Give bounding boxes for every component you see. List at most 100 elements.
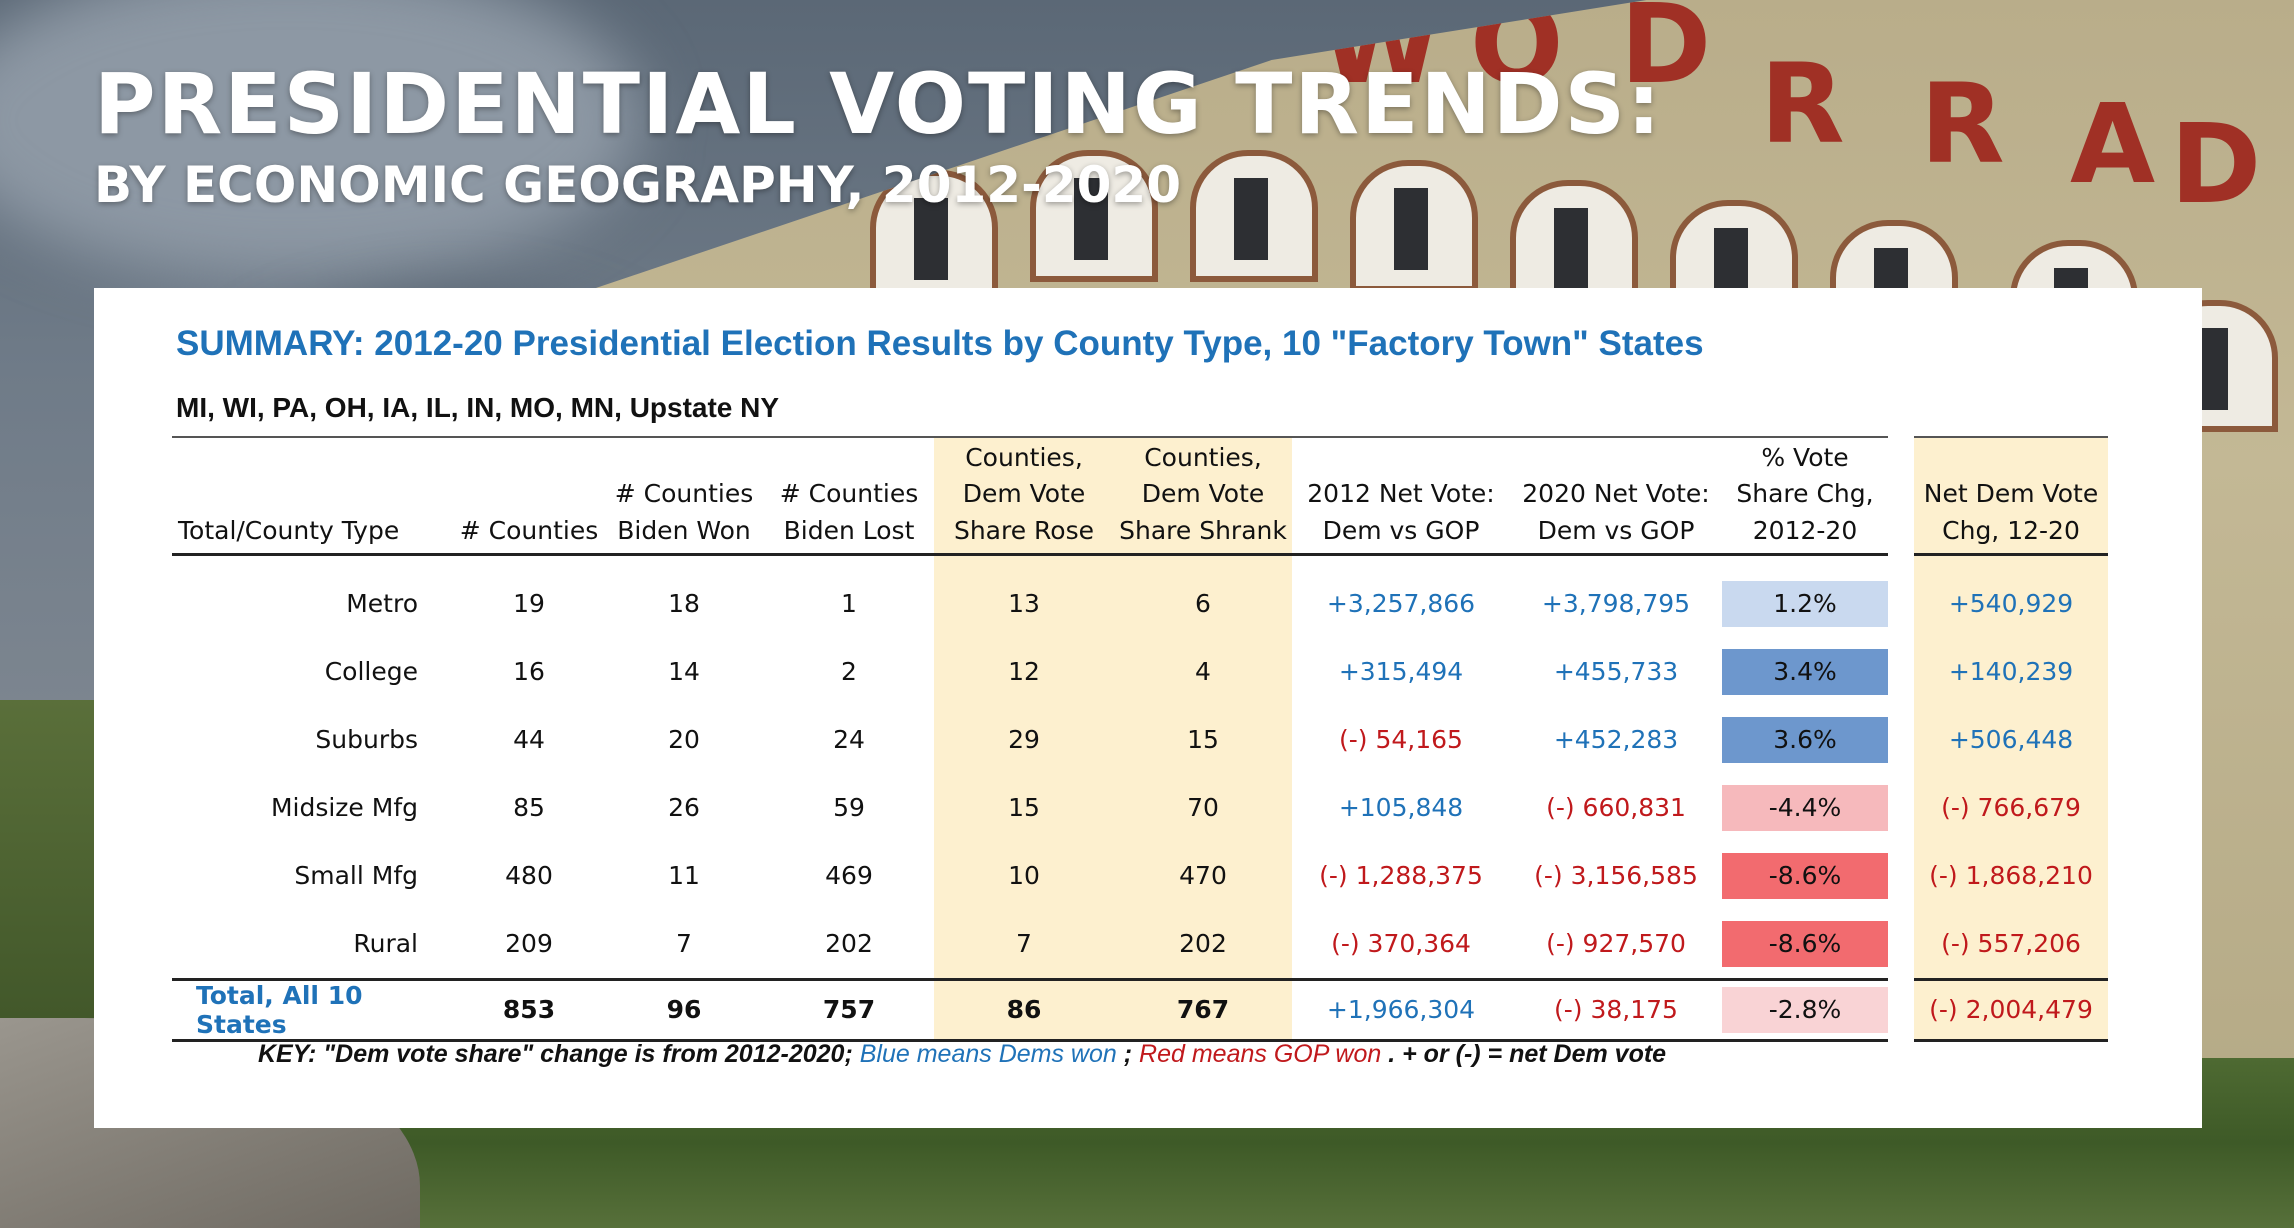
cell-net-2020: (-) 38,175 (1510, 977, 1722, 1042)
cell-counties: 480 (505, 861, 553, 891)
column-header: 2012 Net Vote: Dem vs GOP (1292, 435, 1510, 556)
spacer-cell (1888, 554, 1914, 570)
cell-biden-won: 11 (668, 861, 700, 891)
column-header: Net Dem Vote Chg, 12-20 (1914, 435, 2108, 556)
cell-net-chg: +140,239 (1914, 637, 2108, 706)
column-header: # Counties Biden Won (604, 435, 764, 556)
cell-type: Suburbs (315, 725, 418, 755)
cell-biden-lost: 469 (825, 861, 873, 891)
cell-counties: 44 (513, 725, 545, 755)
cell-type: Midsize Mfg (270, 793, 418, 823)
column-header: Counties, Dem Vote Share Shrank (1114, 435, 1292, 556)
table-row: Metro 19 18 1 13 6 +3,257,866 +3,798,795 1.2% +54… (172, 569, 2108, 638)
cell-share-shrank: 4 (1114, 637, 1292, 706)
cell-net-2012: +315,494 (1338, 657, 1464, 687)
pct-change-box: -8.6% (1722, 852, 1888, 899)
cell-type: Metro (346, 589, 418, 619)
page-subtitle: BY ECONOMIC GEOGRAPHY, 2012-2020 (94, 156, 1181, 214)
page-title: PRESIDENTIAL VOTING TRENDS: (94, 55, 1663, 153)
column-gap (1888, 637, 1914, 706)
cell-share-rose: 29 (934, 705, 1114, 774)
cell-counties: 85 (513, 793, 545, 823)
table-body: Metro 19 18 1 13 6 +3,257,866 +3,798,795 1.2% +54… (172, 554, 2108, 1042)
table-row: College 16 14 2 12 4 +315,494 +455,733 3.4% +140,… (172, 637, 2108, 706)
key-legend: KEY: "Dem vote share" change is from 201… (258, 1040, 1666, 1069)
results-table: Total/County Type # Counties # Counties … (172, 435, 2108, 1042)
key-prefix: KEY: "Dem vote share" change is from 201… (258, 1040, 860, 1068)
pct-change-box: -2.8% (1722, 986, 1888, 1033)
pct-change-cell: -8.6% (1722, 842, 1888, 910)
arched-window (1350, 160, 1478, 292)
cell-share-rose: 86 (934, 977, 1114, 1042)
arched-window (1030, 150, 1158, 282)
spacer-cell (1114, 554, 1292, 570)
pct-change-box: -8.6% (1722, 920, 1888, 967)
cell-share-shrank: 70 (1114, 773, 1292, 842)
header-row: Total/County Type # Counties # Counties … (172, 435, 2108, 556)
sign-letter: A (2070, 80, 2162, 208)
cell-net-2020: (-) 3,156,585 (1534, 861, 1698, 891)
cell-counties: 16 (513, 657, 545, 687)
table-row: Small Mfg 480 11 469 10 470 (-) 1,288,375 (-) 3… (172, 841, 2108, 910)
cell-biden-lost: 202 (825, 929, 873, 959)
cell-type: Total, All 10 States (172, 977, 454, 1042)
cell-net-2020: (-) 660,831 (1546, 793, 1686, 823)
spacer-cell (604, 554, 764, 570)
spacer-cell (172, 554, 454, 570)
spacer-row (172, 554, 2108, 570)
cell-biden-lost: 2 (841, 657, 857, 687)
cell-net-2020: +455,733 (1553, 657, 1679, 687)
sign-letter: R (1760, 40, 1851, 168)
cell-counties: 853 (454, 977, 604, 1042)
cell-net-2012: +1,966,304 (1292, 977, 1510, 1042)
cell-biden-won: 18 (668, 589, 700, 619)
column-gap (1888, 569, 1914, 638)
column-gap (1888, 705, 1914, 774)
cell-share-shrank: 15 (1114, 705, 1292, 774)
column-gap (1888, 841, 1914, 910)
spacer-cell (1914, 554, 2108, 570)
column-header: Counties, Dem Vote Share Rose (934, 435, 1114, 556)
cell-net-2012: +3,257,866 (1326, 589, 1476, 619)
cell-share-shrank: 470 (1114, 841, 1292, 910)
pct-change-box: 3.4% (1722, 648, 1888, 695)
cell-net-2012: (-) 1,288,375 (1319, 861, 1483, 891)
cell-biden-won: 20 (668, 725, 700, 755)
column-header: % Vote Share Chg, 2012-20 (1722, 435, 1888, 556)
cell-share-rose: 15 (934, 773, 1114, 842)
key-sep: ; (1123, 1040, 1140, 1068)
cell-net-chg: (-) 766,679 (1914, 773, 2108, 842)
pct-change-box: 1.2% (1722, 580, 1888, 627)
chart-title: SUMMARY: 2012-20 Presidential Election R… (176, 324, 1704, 363)
spacer-cell (764, 554, 934, 570)
cell-net-chg: (-) 557,206 (1914, 909, 2108, 980)
spacer-cell (934, 554, 1114, 570)
column-gap (1888, 979, 1914, 1041)
cell-net-2012: +105,848 (1338, 793, 1464, 823)
key-red: Red means GOP won (1139, 1040, 1382, 1068)
chart-subtitle: MI, WI, PA, OH, IA, IL, IN, MO, MN, Upst… (176, 392, 780, 423)
cell-net-2020: +452,283 (1553, 725, 1679, 755)
cell-biden-lost: 757 (764, 977, 934, 1042)
cell-share-shrank: 6 (1114, 569, 1292, 638)
cloud (0, 0, 640, 280)
cell-biden-won: 7 (676, 929, 692, 959)
cell-share-rose: 7 (934, 909, 1114, 980)
cell-share-rose: 10 (934, 841, 1114, 910)
pct-change-cell: -2.8% (1722, 977, 1888, 1042)
column-gap (1888, 909, 1914, 980)
cell-net-2012: (-) 370,364 (1331, 929, 1471, 959)
column-header: 2020 Net Vote: Dem vs GOP (1510, 435, 1722, 556)
arched-window (1190, 150, 1318, 282)
key-suffix: . + or (-) = net Dem vote (1388, 1040, 1667, 1068)
summary-panel: SUMMARY: 2012-20 Presidential Election R… (94, 288, 2202, 1128)
sign-letter: R (1920, 60, 2011, 188)
column-header: # Counties Biden Lost (764, 435, 934, 556)
cell-type: Small Mfg (294, 861, 418, 891)
table-row: Rural 209 7 202 7 202 (-) 370,364 (-) 927,570 -8… (172, 909, 2108, 980)
cell-net-chg: +540,929 (1914, 569, 2108, 638)
cell-biden-won: 96 (604, 977, 764, 1042)
key-blue: Blue means Dems won (859, 1040, 1117, 1068)
total-row: Total, All 10 States 853 96 757 86 767 +1,966,… (172, 977, 2108, 1042)
table-row: Midsize Mfg 85 26 59 15 70 +105,848 (-) 660,831… (172, 773, 2108, 842)
